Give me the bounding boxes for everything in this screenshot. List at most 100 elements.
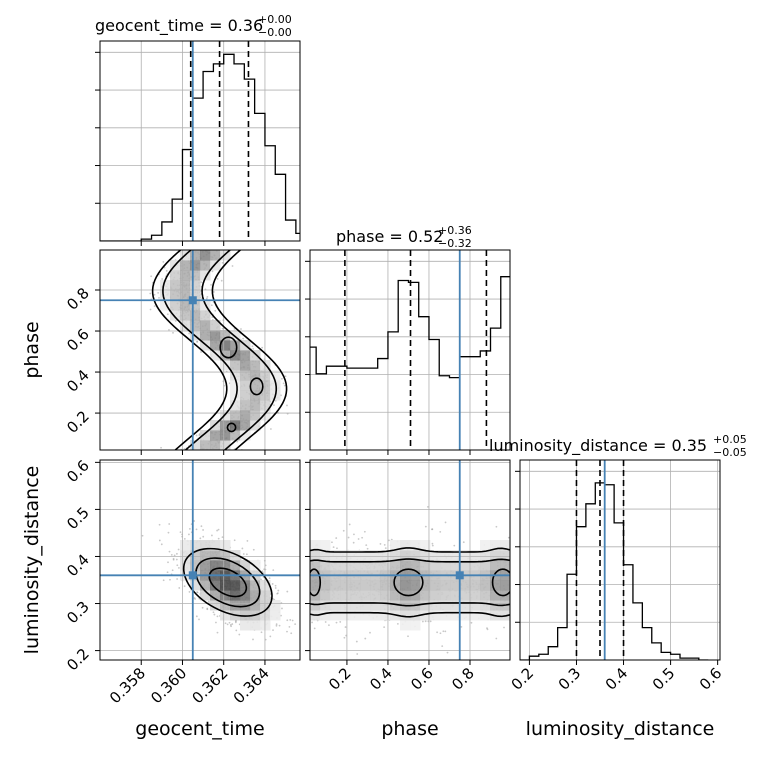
scatter-point: [150, 275, 153, 278]
density-cell: [200, 550, 211, 561]
density-cell: [490, 540, 501, 551]
scatter-point: [172, 331, 174, 334]
scatter-point: [171, 569, 174, 572]
density-cell: [500, 580, 510, 591]
scatter-point: [269, 635, 272, 638]
density-cell: [400, 580, 411, 591]
scatter-point: [427, 505, 429, 508]
scatter-point: [183, 537, 186, 540]
scatter-point: [161, 278, 164, 280]
histogram-luminosity_distance: [520, 460, 709, 660]
contour-inner-0: [393, 568, 424, 597]
panel-frame-2-2: [519, 459, 721, 661]
scatter-point: [332, 546, 335, 548]
scatter-point: [200, 351, 202, 353]
scatter-point: [170, 553, 173, 556]
contour-middle-bottom: [310, 602, 510, 607]
scatter-point: [149, 292, 152, 295]
density-cell: [190, 540, 201, 551]
scatter-point: [158, 523, 161, 526]
density-cell: [210, 320, 221, 331]
scatter-point: [348, 523, 351, 526]
scatter-point: [336, 547, 338, 550]
truth-lines-2-0: [100, 460, 300, 660]
density-cell: [190, 270, 201, 281]
density-cell: [250, 400, 261, 411]
scatter-point: [261, 346, 264, 349]
scatter-point: [183, 447, 186, 450]
density-cell: [200, 580, 211, 591]
density-cell: [310, 560, 321, 571]
scatter-point: [188, 332, 191, 335]
density-cell: [170, 280, 181, 291]
x-axis-label-phase: phase: [381, 718, 438, 740]
density-cell: [310, 550, 321, 561]
scatter-point: [268, 577, 271, 580]
panel-frame-2-1: [309, 459, 511, 661]
scatter-point: [342, 529, 345, 532]
x-axis-label-geocent-time: geocent_time: [135, 718, 264, 740]
density-cell: [350, 590, 361, 601]
density-cell: [180, 320, 191, 331]
density-cell: [200, 540, 211, 551]
density-cell: [220, 350, 231, 361]
scatter-point: [272, 569, 275, 571]
density-cell: [220, 420, 231, 431]
truth-marker: [188, 296, 197, 305]
density-cell: [220, 330, 231, 341]
scatter-point: [260, 631, 263, 634]
density-cell: [200, 560, 211, 571]
y-axis-label-luminosity-distance: luminosity_distance: [21, 466, 43, 655]
histogram-geocent_time: [100, 41, 300, 241]
density-cell: [410, 620, 421, 631]
density-cell: [240, 350, 251, 361]
density-cell: [220, 340, 231, 351]
density-cell: [210, 540, 221, 551]
scatter-point: [202, 529, 204, 531]
density-cell: [200, 440, 211, 450]
x-tick-label: 0.364: [230, 664, 273, 707]
scatter-point: [220, 279, 223, 282]
density-cell: [330, 590, 341, 601]
density-cell: [410, 540, 421, 551]
density-cell: [230, 370, 241, 381]
density-cell: [250, 370, 261, 381]
density-cell: [200, 320, 211, 331]
density-cell: [420, 550, 431, 561]
x-tick-label: 0.8: [448, 664, 478, 694]
scatter-point: [198, 434, 201, 437]
density-cell: [160, 290, 171, 301]
density-cell: [460, 560, 471, 571]
density-cell: [380, 590, 391, 601]
contours-geocent-time-luminosity-distance: [182, 547, 273, 617]
contour-outer-bottom: [310, 611, 510, 618]
scatter-point: [175, 558, 178, 561]
density-cell: [180, 300, 191, 311]
density-cell: [440, 550, 451, 561]
density-cell: [230, 560, 241, 571]
density-cell: [320, 580, 331, 591]
density-cell: [460, 610, 471, 621]
scatter-point: [153, 293, 156, 296]
scatter-point: [236, 440, 239, 443]
scatter-point: [383, 543, 386, 546]
scatter-point: [176, 564, 179, 567]
density-cell: [420, 610, 431, 621]
scatter-point: [507, 536, 510, 539]
title-phase-minus: −0.32: [438, 237, 472, 250]
scatter-point: [206, 607, 209, 610]
density-cell: [350, 560, 361, 571]
scatter-point: [165, 269, 168, 272]
contour-inner-1: [491, 568, 510, 597]
density-cell: [430, 610, 441, 621]
histogram-phase: [310, 250, 510, 450]
x-tick-label: 0.6: [696, 664, 726, 694]
scatter-point: [211, 534, 213, 537]
title-geocent-time: geocent_time = 0.36: [95, 16, 263, 36]
density-cell: [220, 550, 231, 561]
scatter-point: [260, 578, 262, 581]
x-tick-label: 0.360: [147, 664, 190, 707]
scatter-point: [369, 631, 371, 634]
scatter-point: [233, 539, 236, 542]
density-cell: [390, 580, 401, 591]
